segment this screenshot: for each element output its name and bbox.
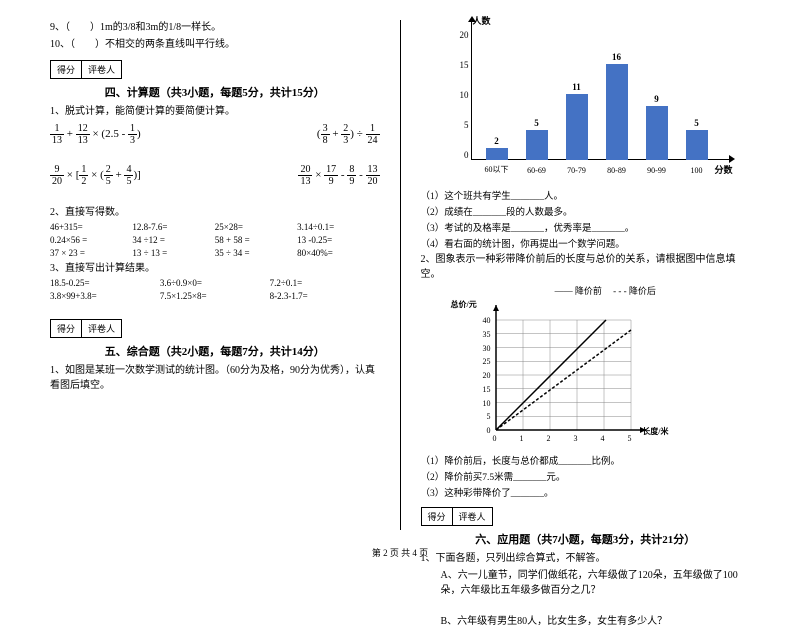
formula-row-1: 113 + 1213 × (2.5 - 13) (38 + 23) ÷ 124: [50, 123, 380, 146]
score-box: 得分 评卷人: [50, 60, 122, 79]
bar: [606, 64, 628, 160]
calc-row: 37 × 23 =13 ÷ 13 =35 ÷ 34 =80×40%=: [50, 248, 380, 258]
s5-q2: 2、图象表示一种彩带降价前后的长度与总价的关系，请根据图中信息填空。: [421, 252, 751, 282]
s4-q3: 3、直接写出计算结果。: [50, 261, 380, 276]
bar: [686, 130, 708, 160]
s4-q1: 1、脱式计算，能简便计算的要简便计算。: [50, 104, 380, 119]
section-4-title: 四、计算题（共3小题，每题5分，共计15分）: [50, 84, 380, 100]
s6-q1a: A、六一儿童节，同学们做纸花，六年级做了120朵，五年级做了100朵，六年级比五…: [421, 568, 751, 598]
sub-question: （3）考试的及格率是_______，优秀率是_______。: [421, 220, 751, 234]
s6-q1b: B、六年级有男生80人，比女生多，女生有多少人？: [421, 614, 751, 629]
legend: —— 降价前 - - - 降价后: [461, 284, 751, 297]
sub-question: （3）这种彩带降价了_______。: [421, 485, 751, 499]
sub-question: （4）看右面的统计图，你再提出一个数学问题。: [421, 236, 751, 250]
s4-q2: 2、直接写得数。: [50, 205, 380, 220]
score-box-6: 得分 评卷人: [421, 507, 493, 526]
bar: [526, 130, 548, 160]
question-10: 10、（ ）不相交的两条直线叫平行线。: [50, 37, 380, 52]
calc-row: 3.8×99+3.8=7.5×1.25×8=8-2.3-1.7=: [50, 291, 380, 301]
score-label: 得分: [50, 60, 81, 79]
bar-chart: 人数 分数 05101520260以下560-691170-791680-899…: [451, 20, 731, 180]
bar: [646, 106, 668, 160]
question-9: 9、（ ）1m的3/8和3m的1/8一样长。: [50, 20, 380, 35]
section-6-title: 六、应用题（共7小题，每题3分，共计21分）: [421, 531, 751, 547]
calc-row: 18.5-0.25=3.6÷0.9×0=7.2÷0.1=: [50, 278, 380, 288]
sub-question: （2）降价前买7.5米需_______元。: [421, 469, 751, 483]
calc-row: 0.24×56 =34 ÷12 =58 + 58 =13 -0.25=: [50, 235, 380, 245]
s5-q1: 1、如图是某班一次数学测试的统计图。（60分为及格，90分为优秀），认真看图后填…: [50, 363, 380, 393]
bar: [486, 148, 508, 160]
score-box-5: 得分 评卷人: [50, 319, 122, 338]
sub-question: （1）这个班共有学生_______人。: [421, 188, 751, 202]
sub-question: （2）成绩在_______段的人数最多。: [421, 204, 751, 218]
section-5-title: 五、综合题（共2小题，每题7分，共计14分）: [50, 343, 380, 359]
formula-row-2: 920 × [12 × (25 + 45)] 2013 × 179 - 89 -…: [50, 164, 380, 187]
sub-question: （1）降价前后，长度与总价都成_______比例。: [421, 453, 751, 467]
line-chart: 总价/元 长度/米 0123450510152025303540: [471, 305, 651, 445]
grader-label: 评卷人: [81, 60, 122, 79]
bar: [566, 94, 588, 160]
calc-row: 46+315=12.8-7.6=25×28=3.14÷0.1=: [50, 222, 380, 232]
page-footer: 第 2 页 共 4 页: [0, 546, 800, 559]
